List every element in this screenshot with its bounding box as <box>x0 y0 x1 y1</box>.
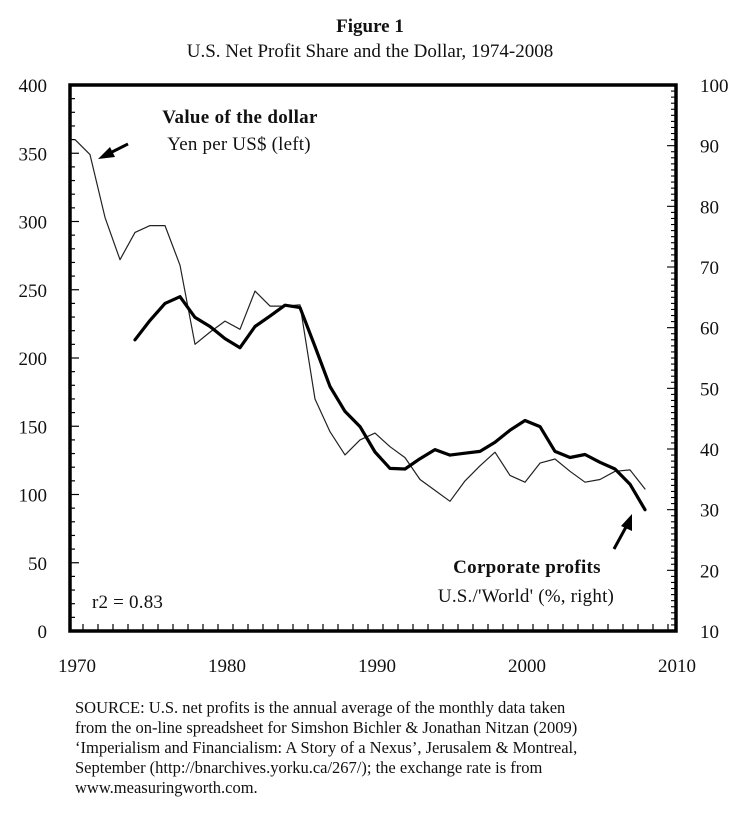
y-right-tick-label: 90 <box>700 137 719 158</box>
source-line: www.measuringworth.com. <box>75 778 258 797</box>
axis-tick-labels: 1970 1980 1990 2000 201005010015020025030035… <box>19 76 729 677</box>
series-line-corporate-profits <box>133 295 647 512</box>
axis-ticks <box>70 84 676 632</box>
r-squared-label: r2 = 0.83 <box>92 592 163 613</box>
plot-frame <box>68 83 678 633</box>
y-left-tick-label: 200 <box>19 349 48 370</box>
y-left-tick-label: 400 <box>19 76 48 97</box>
y-left-tick-label: 150 <box>19 417 48 438</box>
x-tick-label: 2010 <box>658 656 696 677</box>
arrow-dollar-icon <box>98 142 129 159</box>
y-right-tick-label: 20 <box>700 561 719 582</box>
y-right-tick-label: 60 <box>700 319 719 340</box>
series-line-yen-per-dollar <box>74 139 646 502</box>
x-tick-label: 1990 <box>358 656 396 677</box>
annotation-dollar-title: Value of the dollar <box>162 107 318 128</box>
y-left-tick-label: 50 <box>28 554 47 575</box>
y-right-tick-label: 10 <box>700 622 719 643</box>
figure-title: U.S. Net Profit Share and the Dollar, 19… <box>187 41 554 62</box>
x-tick-label: 1980 <box>208 656 246 677</box>
y-right-tick-label: 40 <box>700 440 719 461</box>
source-line: from the on-line spreadsheet for Simshon… <box>75 718 578 737</box>
y-right-tick-label: 100 <box>700 76 729 97</box>
y-right-tick-label: 50 <box>700 379 719 400</box>
y-left-tick-label: 300 <box>19 213 48 234</box>
annotation-profits-title: Corporate profits <box>453 557 601 578</box>
y-right-tick-label: 30 <box>700 501 719 522</box>
annotation-dollar-subtitle: Yen per US$ (left) <box>167 134 311 155</box>
source-line: ‘Imperialism and Financialism: A Story o… <box>75 738 578 757</box>
y-left-tick-label: 250 <box>19 281 48 302</box>
y-left-tick-label: 100 <box>19 486 48 507</box>
chart: Figure 1 U.S. Net Profit Share and the D… <box>19 16 729 677</box>
figure-label: Figure 1 <box>336 16 404 37</box>
x-tick-label: 2000 <box>508 656 546 677</box>
y-left-tick-label: 350 <box>19 144 48 165</box>
y-right-tick-label: 70 <box>700 258 719 279</box>
source-line: SOURCE: U.S. net profits is the annual a… <box>75 698 566 717</box>
series-lines <box>74 139 647 512</box>
x-tick-label: 1970 <box>58 656 96 677</box>
source-note: SOURCE: U.S. net profits is the annual a… <box>75 698 715 798</box>
source-line: September (http://bnarchives.yorku.ca/26… <box>75 758 543 777</box>
y-right-tick-label: 80 <box>700 197 719 218</box>
y-left-tick-label: 0 <box>38 622 48 643</box>
annotation-profits-subtitle: U.S./'World' (%, right) <box>438 586 614 607</box>
arrow-profits-icon <box>612 514 632 550</box>
